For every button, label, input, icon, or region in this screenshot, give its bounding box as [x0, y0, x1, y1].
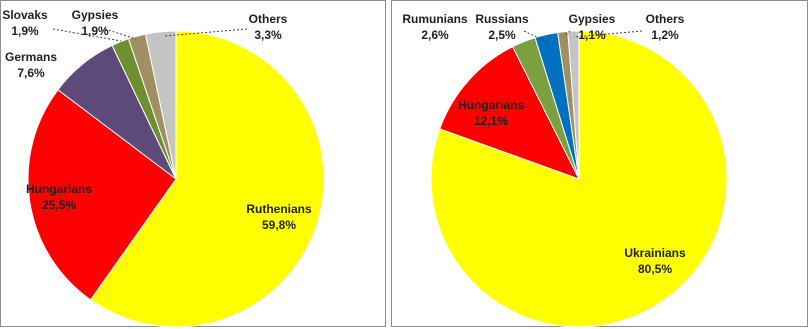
leader-line-others — [163, 28, 248, 37]
pie-slice-others — [567, 30, 580, 180]
slice-label-russians: Russians — [475, 12, 529, 26]
slice-label-gypsies: Gypsies — [569, 12, 616, 26]
slice-value-germans: 7,6% — [17, 66, 45, 80]
pie-svg-left: Ruthenians 59,8% Hungarians 25,5% Germans 7,6… — [2, 8, 325, 328]
slice-label-germans: Germans — [5, 50, 57, 64]
slice-value-rumunians: 2,6% — [421, 28, 449, 42]
slice-value-ukrainians: 80,5% — [638, 262, 672, 276]
slice-value-slovaks: 1,9% — [11, 24, 39, 38]
slice-label-ukrainians: Ukrainians — [624, 246, 686, 260]
slice-value-russians: 2,5% — [488, 28, 516, 42]
leader-line-slovaks — [52, 28, 122, 42]
slice-label-slovaks: Slovaks — [2, 8, 48, 22]
leader-line-gypsies — [104, 28, 137, 40]
pie-slice-hungarians — [439, 46, 581, 180]
pie-slice-hungarians — [27, 89, 177, 301]
pie-svg-right: Ukrainians 80,5% Hungarians 12,1% Rumunians 2… — [402, 12, 728, 328]
slice-label-ruthenians: Ruthenians — [246, 202, 312, 216]
pie-chart-right: Ukrainians 80,5% Hungarians 12,1% Rumunians 2… — [391, 0, 808, 328]
slice-value-others: 3,3% — [254, 28, 282, 42]
slice-label-gypsies: Gypsies — [72, 8, 119, 22]
slice-label-rumunians: Rumunians — [402, 12, 468, 26]
pie-slice-others — [144, 30, 177, 180]
leader-line-others — [573, 30, 643, 38]
slice-value-gypsies: 1,9% — [81, 24, 109, 38]
pie-slice-ruthenians — [89, 30, 325, 328]
slice-value-ruthenians: 59,8% — [262, 218, 296, 232]
slice-label-hungarians: Hungarians — [458, 98, 524, 112]
slice-label-hungarians: Hungarians — [26, 182, 92, 196]
slice-label-others: Others — [249, 12, 288, 26]
leader-line-russians — [523, 30, 550, 44]
slice-value-hungarians: 25,5% — [42, 198, 76, 212]
leader-line-gypsies — [563, 30, 571, 38]
slice-label-others: Others — [646, 12, 685, 26]
pie-chart-left: Ruthenians 59,8% Hungarians 25,5% Germans 7,6… — [0, 0, 386, 328]
slice-value-hungarians: 12,1% — [474, 114, 508, 128]
slice-value-others: 1,2% — [651, 28, 679, 42]
